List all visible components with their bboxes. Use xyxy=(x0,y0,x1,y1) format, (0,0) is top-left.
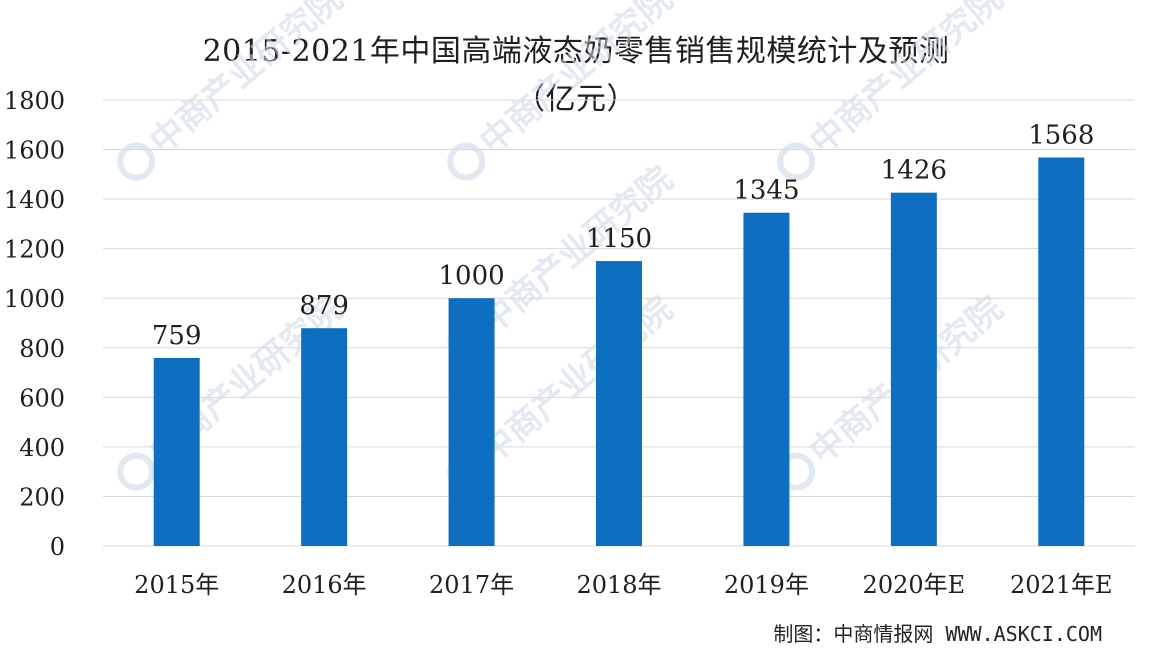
bar xyxy=(301,328,348,546)
bar xyxy=(448,298,495,546)
y-tick-label: 1800 xyxy=(4,87,65,115)
x-tick-label: 2020年E xyxy=(863,571,966,599)
watermark-logo xyxy=(117,452,156,491)
data-label: 1345 xyxy=(733,176,799,206)
watermark-logo xyxy=(117,142,156,181)
bar xyxy=(1038,157,1085,547)
watermark-text: 中商产业研究院 xyxy=(142,0,350,162)
y-tick-label: 0 xyxy=(50,533,65,561)
watermark-text: 中商产业研究院 xyxy=(472,0,680,162)
watermark-logo xyxy=(447,142,486,181)
x-tick-label: 2021年E xyxy=(1010,571,1113,599)
x-tick-label: 2016年 xyxy=(282,571,367,599)
x-tick-label: 2018年 xyxy=(576,571,661,599)
y-tick-label: 600 xyxy=(19,384,65,412)
watermark: 中商产业研究院 xyxy=(447,0,680,181)
x-tick-label: 2015年 xyxy=(134,571,219,599)
x-tick-label: 2019年 xyxy=(724,571,809,599)
x-axis-ticks: 2015年 2016年 2017年 2018年 2019年 2020年E 2021年E xyxy=(134,571,1112,599)
data-label: 759 xyxy=(152,321,202,351)
data-label: 1000 xyxy=(438,261,504,291)
data-label: 1426 xyxy=(881,156,947,186)
watermark-text: 中商产业研究院 xyxy=(802,0,1010,162)
bar xyxy=(153,357,200,546)
chart-title: 2015-2021年中国高端液态奶零售销售规模统计及预测 xyxy=(202,34,950,69)
y-tick-label: 1400 xyxy=(4,186,65,214)
y-tick-label: 1600 xyxy=(4,137,65,165)
x-tick-label: 2017年 xyxy=(429,571,514,599)
bar xyxy=(743,212,790,546)
y-tick-label: 800 xyxy=(19,335,65,363)
data-label: 879 xyxy=(299,291,349,321)
y-tick-label: 400 xyxy=(19,434,65,462)
bar xyxy=(596,261,642,546)
data-label: 1150 xyxy=(586,224,652,254)
y-tick-label: 1000 xyxy=(4,285,65,313)
bar xyxy=(890,192,937,546)
y-tick-label: 1200 xyxy=(4,236,65,264)
bars xyxy=(153,157,1085,547)
watermark: 中商产业研究院 xyxy=(117,0,350,181)
data-labels: 759 879 1000 1150 1345 1426 1568 xyxy=(152,120,1094,350)
source-credit: 制图：中商情报网 WWW.ASKCI.COM xyxy=(773,622,1102,646)
y-tick-label: 200 xyxy=(19,483,65,511)
y-axis-ticks: 0 200 400 600 800 1000 1200 1400 1600 1800 xyxy=(4,87,65,561)
data-label: 1568 xyxy=(1028,120,1094,150)
